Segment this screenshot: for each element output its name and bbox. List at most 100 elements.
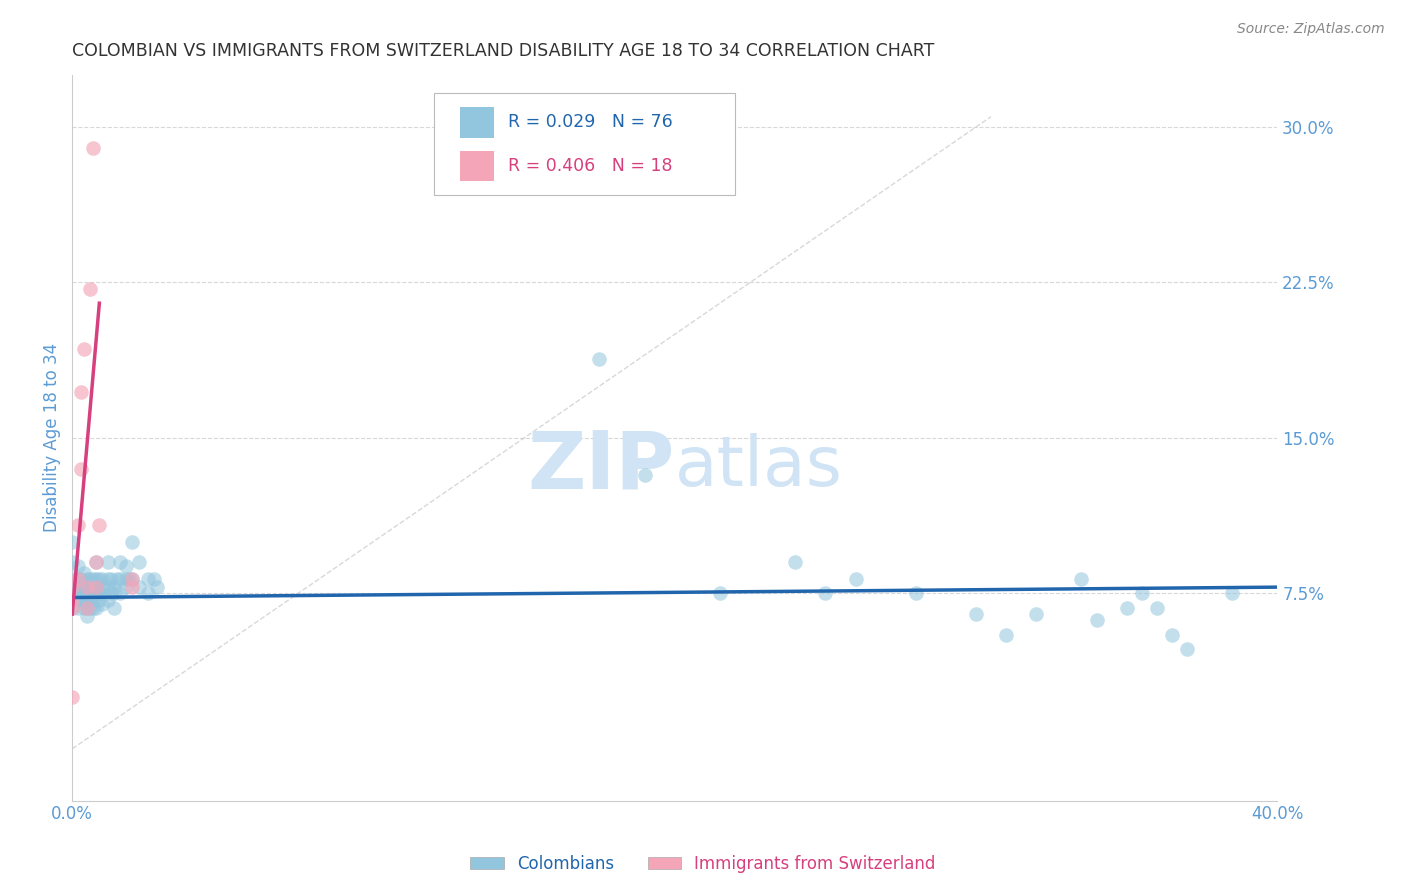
Point bbox=[70, 462, 93, 476]
Point bbox=[89, 518, 111, 533]
Point bbox=[86, 580, 108, 594]
Point bbox=[70, 592, 93, 607]
Point bbox=[67, 592, 90, 607]
Point bbox=[82, 592, 104, 607]
Point bbox=[76, 592, 98, 607]
Point bbox=[70, 572, 93, 586]
Point bbox=[73, 576, 96, 591]
Text: R = 0.406   N = 18: R = 0.406 N = 18 bbox=[509, 157, 673, 175]
Point bbox=[60, 690, 83, 704]
Point bbox=[76, 609, 98, 624]
Point bbox=[89, 586, 111, 600]
Point bbox=[70, 385, 93, 400]
Point bbox=[1085, 613, 1108, 627]
Point bbox=[60, 572, 83, 586]
Point bbox=[76, 572, 98, 586]
Point bbox=[70, 586, 93, 600]
Point bbox=[107, 572, 129, 586]
Point bbox=[121, 580, 143, 594]
Point bbox=[121, 534, 143, 549]
Point bbox=[588, 352, 610, 367]
FancyBboxPatch shape bbox=[433, 94, 735, 194]
Point bbox=[82, 580, 104, 594]
Point bbox=[82, 141, 104, 155]
Point bbox=[100, 572, 122, 586]
Point bbox=[145, 580, 167, 594]
Point bbox=[76, 580, 98, 594]
Point bbox=[100, 586, 122, 600]
Point bbox=[86, 586, 108, 600]
Text: atlas: atlas bbox=[675, 434, 842, 500]
Point bbox=[73, 342, 96, 356]
Point bbox=[1220, 586, 1243, 600]
Point bbox=[118, 572, 141, 586]
Point bbox=[73, 586, 96, 600]
Point bbox=[91, 597, 114, 611]
Point bbox=[136, 572, 159, 586]
Point bbox=[97, 580, 120, 594]
Point bbox=[1025, 607, 1047, 621]
Point bbox=[1115, 600, 1137, 615]
Point bbox=[91, 572, 114, 586]
Point bbox=[97, 555, 120, 569]
Point bbox=[67, 580, 90, 594]
Point bbox=[86, 600, 108, 615]
Point bbox=[79, 592, 101, 607]
Point bbox=[814, 586, 837, 600]
FancyBboxPatch shape bbox=[460, 151, 494, 181]
Text: R = 0.029   N = 76: R = 0.029 N = 76 bbox=[509, 113, 673, 131]
Point bbox=[633, 468, 655, 483]
Point bbox=[79, 600, 101, 615]
Text: Source: ZipAtlas.com: Source: ZipAtlas.com bbox=[1237, 22, 1385, 37]
Point bbox=[115, 572, 138, 586]
Point bbox=[76, 580, 98, 594]
Point bbox=[785, 555, 807, 569]
Point bbox=[128, 555, 150, 569]
Point bbox=[60, 600, 83, 615]
Point bbox=[121, 572, 143, 586]
Point bbox=[67, 518, 90, 533]
Point bbox=[89, 592, 111, 607]
Point bbox=[86, 580, 108, 594]
Point bbox=[1130, 586, 1153, 600]
Point bbox=[91, 586, 114, 600]
Y-axis label: Disability Age 18 to 34: Disability Age 18 to 34 bbox=[44, 343, 60, 533]
Point bbox=[73, 592, 96, 607]
Point bbox=[60, 600, 83, 615]
Point bbox=[1146, 600, 1168, 615]
Point bbox=[995, 628, 1018, 642]
Point bbox=[79, 586, 101, 600]
Point bbox=[79, 572, 101, 586]
Point bbox=[60, 592, 83, 607]
Point bbox=[709, 586, 731, 600]
Point bbox=[110, 586, 132, 600]
Point bbox=[89, 572, 111, 586]
Point bbox=[60, 580, 83, 594]
Point bbox=[76, 600, 98, 615]
Point bbox=[110, 572, 132, 586]
Point bbox=[1160, 628, 1182, 642]
Point bbox=[67, 600, 90, 615]
Text: ZIP: ZIP bbox=[527, 428, 675, 506]
Point bbox=[86, 555, 108, 569]
Point bbox=[73, 566, 96, 580]
Point bbox=[67, 586, 90, 600]
Point bbox=[67, 572, 90, 586]
Point bbox=[136, 586, 159, 600]
Point bbox=[115, 559, 138, 574]
Point bbox=[60, 534, 83, 549]
Point bbox=[60, 592, 83, 607]
Point bbox=[103, 600, 125, 615]
Point bbox=[904, 586, 927, 600]
Point bbox=[97, 572, 120, 586]
Point bbox=[1175, 642, 1198, 657]
Point bbox=[60, 555, 83, 569]
Point bbox=[67, 559, 90, 574]
Point bbox=[91, 580, 114, 594]
Point bbox=[844, 572, 866, 586]
Point bbox=[103, 586, 125, 600]
Point bbox=[82, 600, 104, 615]
Point bbox=[60, 580, 83, 594]
Point bbox=[103, 580, 125, 594]
Point bbox=[60, 586, 83, 600]
